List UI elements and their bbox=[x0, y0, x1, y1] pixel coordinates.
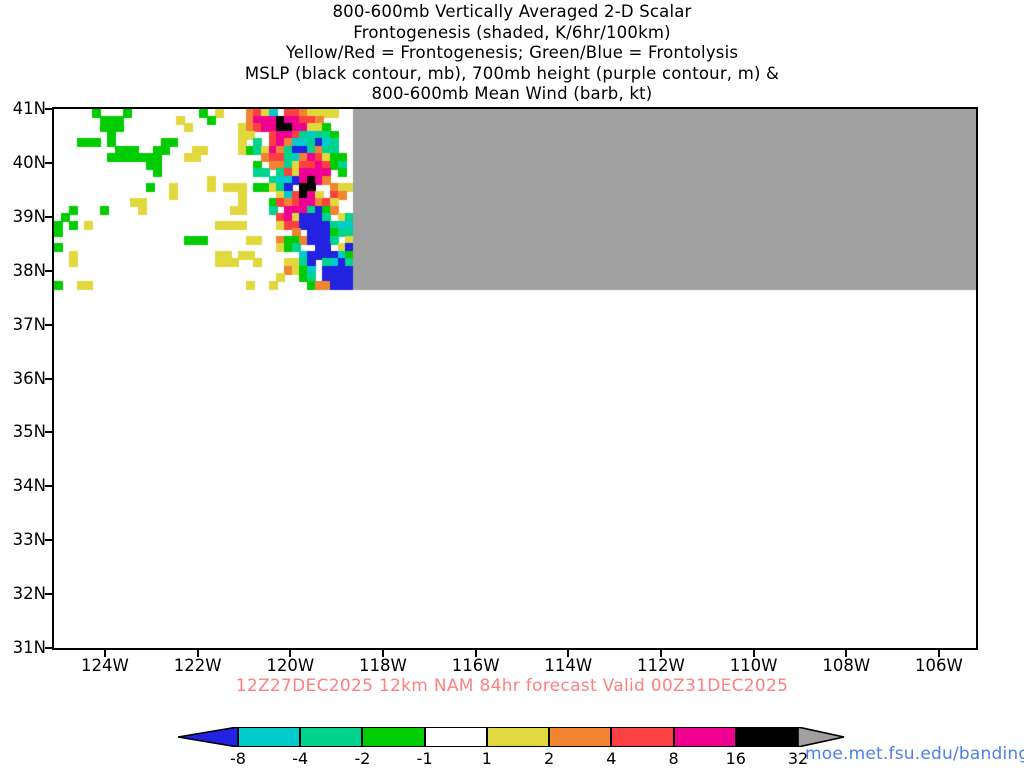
y-axis-tick-label: 31N bbox=[12, 638, 46, 657]
watermark-link[interactable]: moe.met.fsu.edu/banding bbox=[805, 744, 1024, 764]
colorbar-swatch bbox=[549, 727, 612, 747]
x-axis-tick-mark bbox=[752, 650, 755, 657]
colorbar-swatch bbox=[735, 727, 798, 747]
colorbar-tick-label: -8 bbox=[230, 749, 246, 768]
colorbar-swatch bbox=[238, 727, 301, 747]
colorbar-tick-label: -1 bbox=[416, 749, 433, 768]
y-axis-tick-label: 40N bbox=[12, 152, 46, 172]
colorbar-swatch bbox=[362, 727, 425, 747]
x-axis-tick-mark bbox=[845, 650, 848, 657]
x-axis-tick-mark bbox=[474, 650, 477, 657]
x-axis-tick-label: 120W bbox=[266, 656, 315, 675]
x-axis-tick-mark bbox=[567, 650, 570, 657]
colorbar-tick-label: 4 bbox=[606, 749, 617, 768]
y-axis-tick-mark bbox=[45, 215, 52, 218]
x-axis-tick-mark bbox=[196, 650, 199, 657]
chart-title: 800-600mb Vertically Averaged 2-D Scalar… bbox=[0, 2, 1024, 105]
colorbar-swatch bbox=[673, 727, 736, 747]
colorbar-tick-label: -2 bbox=[354, 749, 371, 768]
x-axis-tick-label: 106W bbox=[915, 656, 963, 675]
colorbar-tick-label: 2 bbox=[544, 749, 555, 768]
y-axis-tick-mark bbox=[45, 161, 52, 164]
colorbar-swatch bbox=[486, 727, 550, 747]
colorbar-swatch bbox=[300, 727, 363, 747]
colorbar-tick-label: 8 bbox=[668, 749, 679, 768]
y-axis-tick-label: 37N bbox=[12, 314, 46, 334]
y-axis-tick-mark bbox=[45, 647, 52, 649]
x-axis-tick-mark bbox=[937, 650, 940, 657]
title-line-3: Yellow/Red = Frontogenesis; Green/Blue =… bbox=[285, 43, 739, 62]
x-axis-tick-mark bbox=[659, 650, 662, 657]
x-axis-tick-label: 108W bbox=[822, 656, 871, 675]
x-axis-tick-label: 116W bbox=[451, 656, 500, 675]
y-axis-tick-mark bbox=[45, 377, 52, 380]
x-axis-tick-label: 124W bbox=[81, 656, 129, 675]
x-axis-tick-label: 110W bbox=[729, 656, 778, 675]
colorbar-right-arrow bbox=[798, 727, 845, 747]
y-axis-tick-mark bbox=[45, 269, 52, 272]
y-axis-tick-mark bbox=[45, 431, 52, 434]
y-axis-tick-label: 39N bbox=[12, 206, 46, 226]
title-line-1: 800-600mb Vertically Averaged 2-D Scalar bbox=[332, 2, 692, 21]
y-axis-tick-label: 32N bbox=[12, 584, 46, 604]
y-axis-tick-label: 33N bbox=[12, 530, 46, 550]
colorbar-tick-label: 1 bbox=[481, 749, 492, 768]
map-plot-area bbox=[52, 107, 978, 650]
y-axis-tick-mark bbox=[45, 108, 52, 110]
x-axis-tick-label: 112W bbox=[637, 656, 685, 675]
colorbar-tick-label: 16 bbox=[725, 749, 746, 768]
colorbar-swatch bbox=[424, 727, 487, 747]
y-axis-tick-label: 34N bbox=[12, 476, 46, 496]
colorbar-left-arrow bbox=[178, 727, 239, 747]
y-axis-tick-label: 38N bbox=[12, 260, 46, 280]
x-axis-tick-mark bbox=[381, 650, 384, 657]
y-axis-tick-mark bbox=[45, 539, 52, 542]
y-axis-tick-mark bbox=[45, 485, 52, 488]
y-axis-tick-mark bbox=[45, 593, 52, 596]
title-line-5: 800-600mb Mean Wind (barb, kt) bbox=[371, 84, 653, 103]
y-axis-tick-mark bbox=[45, 323, 52, 326]
x-axis-tick-label: 114W bbox=[544, 656, 593, 675]
y-axis-tick-label: 36N bbox=[12, 368, 46, 388]
colorbar-swatch bbox=[611, 727, 674, 747]
colorbar-tick-label: -4 bbox=[292, 749, 309, 768]
colorbar-tick-label: 32 bbox=[787, 749, 809, 768]
x-axis-tick-label: 122W bbox=[173, 656, 222, 675]
y-axis-tick-label: 35N bbox=[12, 422, 46, 442]
frontogenesis-map-canvas bbox=[54, 109, 976, 648]
title-line-4: MSLP (black contour, mb), 700mb height (… bbox=[244, 63, 780, 83]
colorbar: -8 -4 -2 -1 1 2 4 8 16 32 bbox=[178, 727, 845, 768]
forecast-caption: 12Z27DEC2025 12km NAM 84hr forecast Vali… bbox=[235, 676, 789, 696]
x-axis-tick-mark bbox=[289, 650, 292, 657]
x-axis-tick-label: 118W bbox=[359, 656, 407, 675]
x-axis-tick-mark bbox=[103, 650, 106, 657]
title-line-2: Frontogenesis (shaded, K/6hr/100km) bbox=[353, 22, 671, 42]
